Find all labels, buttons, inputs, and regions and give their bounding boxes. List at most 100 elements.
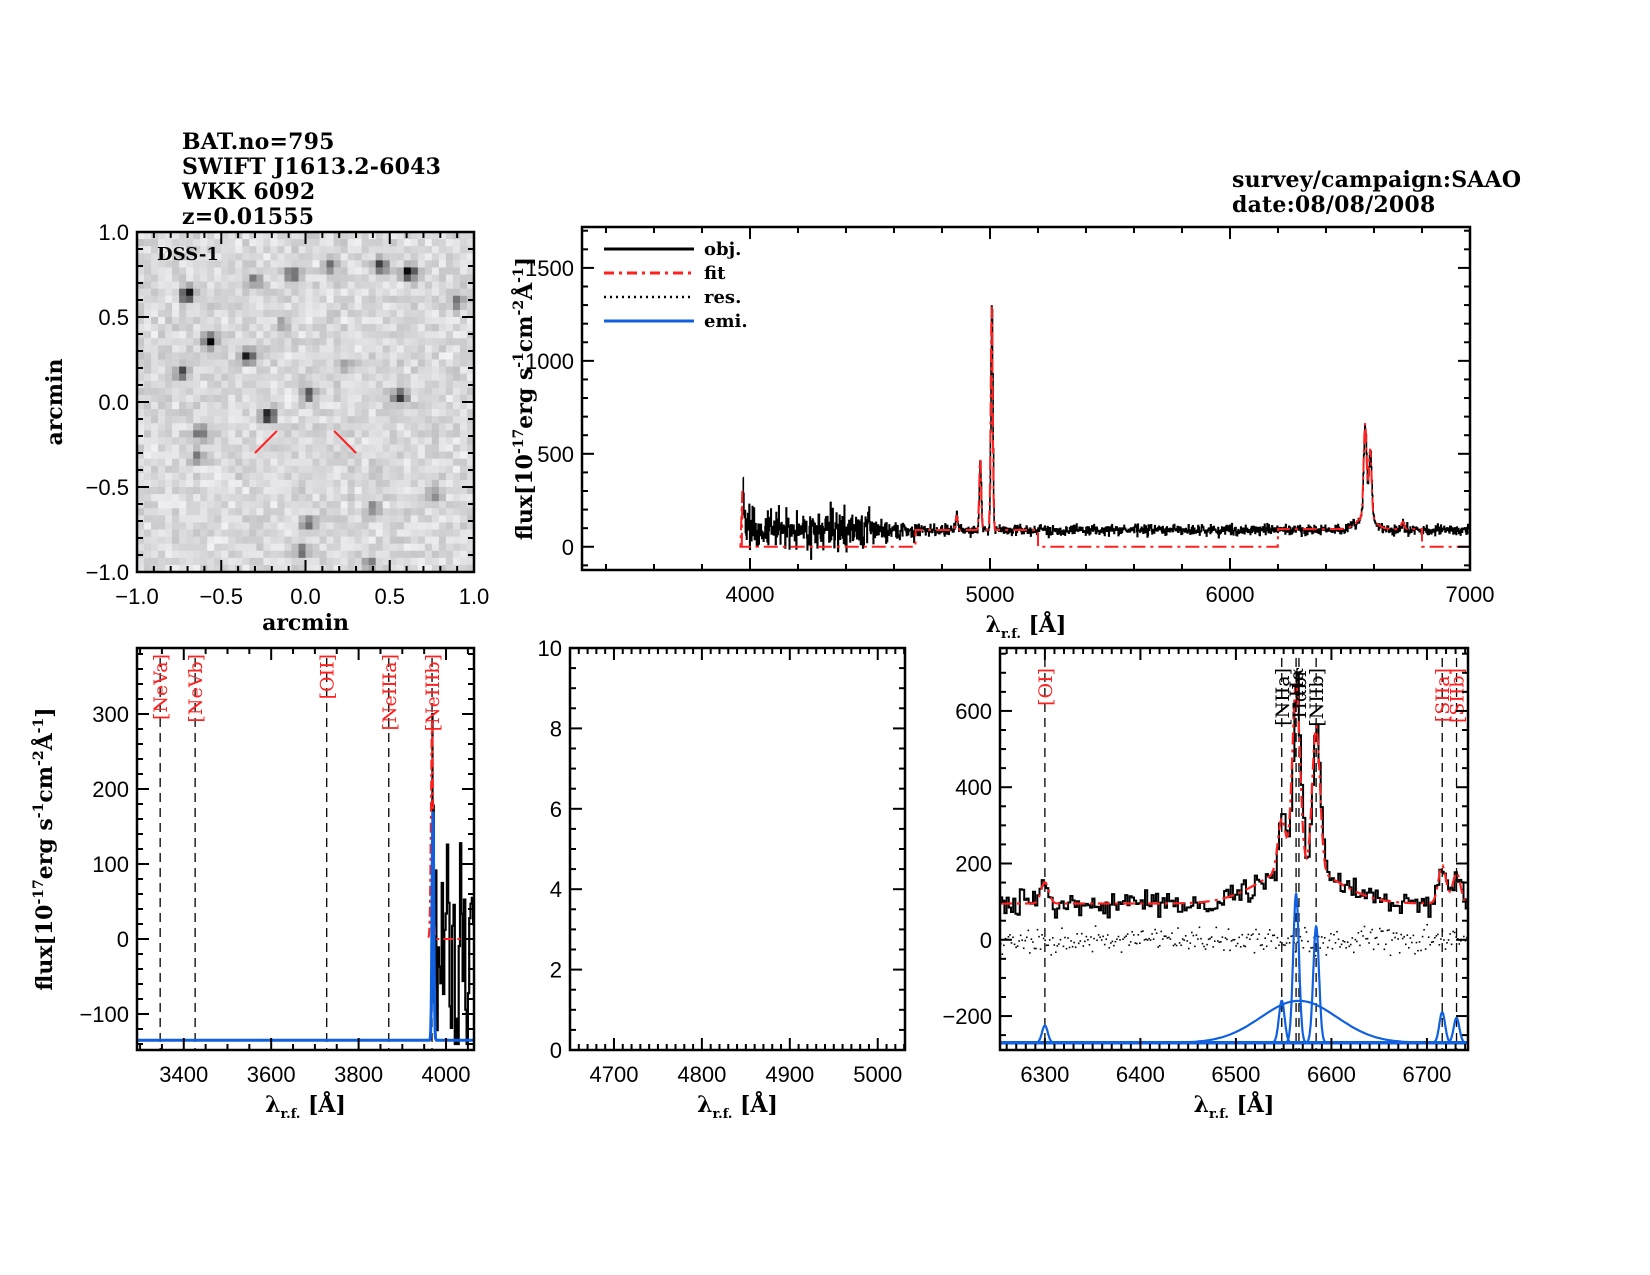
dss-pixel	[382, 458, 391, 467]
dss-pixel	[347, 253, 356, 261]
dss-pixel	[179, 394, 187, 403]
dss-pixel	[284, 479, 293, 488]
dss-pixel	[214, 359, 222, 368]
dss-pixel	[172, 359, 180, 368]
residual-point	[1045, 944, 1048, 947]
dss-pixel	[312, 274, 321, 283]
dss-pixel	[326, 501, 335, 509]
residual-point	[1029, 952, 1031, 954]
residual-point	[1385, 943, 1387, 946]
dss-pixel	[354, 437, 363, 446]
dss-pixel	[214, 366, 222, 375]
dss-pixel	[396, 281, 405, 290]
dss-pixel	[333, 281, 342, 290]
dss-pixel	[228, 373, 236, 382]
dss-pixel	[375, 288, 384, 297]
dss-pixel	[368, 260, 377, 269]
dss-pixel	[263, 267, 271, 276]
dss-pixel	[431, 394, 440, 403]
dss-pixel	[375, 515, 384, 524]
dss-pixel	[263, 302, 271, 311]
dss-pixel	[235, 317, 243, 325]
dss-pixel	[291, 515, 300, 524]
residual-point	[1032, 941, 1034, 943]
dss-pixel	[242, 281, 250, 290]
dss-pixel	[249, 267, 257, 276]
dss-pixel	[354, 543, 363, 552]
dss-pixel	[158, 380, 166, 389]
dss-pixel	[179, 522, 187, 531]
dss-pixel	[375, 430, 384, 439]
dss-pixel	[382, 557, 391, 566]
dss-pixel	[221, 366, 229, 375]
dss-pixel	[165, 253, 173, 261]
dss-pixel	[207, 295, 215, 304]
residual-point	[1140, 930, 1143, 933]
dss-pixel	[340, 267, 349, 276]
dss-pixel	[368, 402, 377, 410]
dss-pixel	[221, 373, 229, 382]
dss-pixel	[319, 465, 328, 474]
dss-pixel	[200, 508, 208, 516]
dss-pixel	[228, 380, 236, 389]
residual-point	[1157, 946, 1160, 948]
dss-pixel	[158, 253, 166, 261]
dss-pixel	[179, 543, 187, 552]
dss-pixel	[382, 274, 391, 283]
dss-pixel	[403, 529, 412, 538]
spectrum-data	[739, 305, 1470, 560]
dss-pixel	[144, 359, 152, 368]
dss-pixel	[347, 380, 356, 389]
dss-pixel	[389, 239, 398, 247]
dss-pixel	[256, 366, 264, 375]
dss-pixel	[179, 366, 187, 375]
dss-pixel	[291, 239, 300, 247]
residual-point	[1076, 933, 1079, 935]
dss-pixel	[221, 522, 229, 531]
dss-pixel	[445, 451, 454, 460]
residual-point	[1035, 947, 1037, 950]
dss-pixel	[207, 274, 215, 283]
residual-point	[1044, 939, 1046, 942]
dss-pixel	[361, 239, 370, 247]
dss-pixel	[298, 324, 307, 332]
dss-pixel	[270, 373, 279, 382]
dss-pixel	[179, 416, 187, 424]
dss-pixel	[151, 494, 159, 502]
dss-pixel	[354, 494, 363, 502]
dss-pixel	[368, 437, 377, 446]
dss-pixel	[403, 430, 412, 439]
dss-pixel	[410, 232, 419, 240]
dss-pixel	[228, 402, 236, 410]
dss-pixel	[410, 515, 419, 524]
dss-pixel	[200, 281, 208, 290]
dss-pixel	[263, 501, 271, 509]
dss-pixel	[270, 494, 279, 502]
dss-pixel	[389, 543, 398, 552]
dss-pixel	[368, 380, 377, 389]
dss-pixel	[452, 317, 461, 325]
dss-pixel	[396, 557, 405, 566]
dss-pixel	[368, 324, 377, 332]
dss-pixel	[333, 557, 342, 566]
dss-pixel	[151, 522, 159, 531]
dss-pixel	[375, 409, 384, 417]
dss-pixel	[221, 451, 229, 460]
dss-pixel	[172, 437, 180, 446]
dss-pixel	[396, 260, 405, 269]
dss-pixel	[165, 288, 173, 297]
dss-pixel	[459, 451, 468, 460]
residual-point	[1301, 939, 1303, 942]
dss-pixel	[179, 550, 187, 559]
dss-pixel	[144, 515, 152, 524]
dss-pixel	[284, 338, 293, 346]
dss-pixel	[354, 380, 363, 389]
dss-pixel	[263, 479, 271, 488]
dss-pixel	[382, 487, 391, 495]
dss-pixel	[326, 515, 335, 524]
dss-pixel	[354, 557, 363, 566]
dss-pixel	[354, 394, 363, 403]
dss-pixel	[382, 288, 391, 297]
dss-pixel	[396, 324, 405, 332]
dss-pixel	[459, 317, 468, 325]
